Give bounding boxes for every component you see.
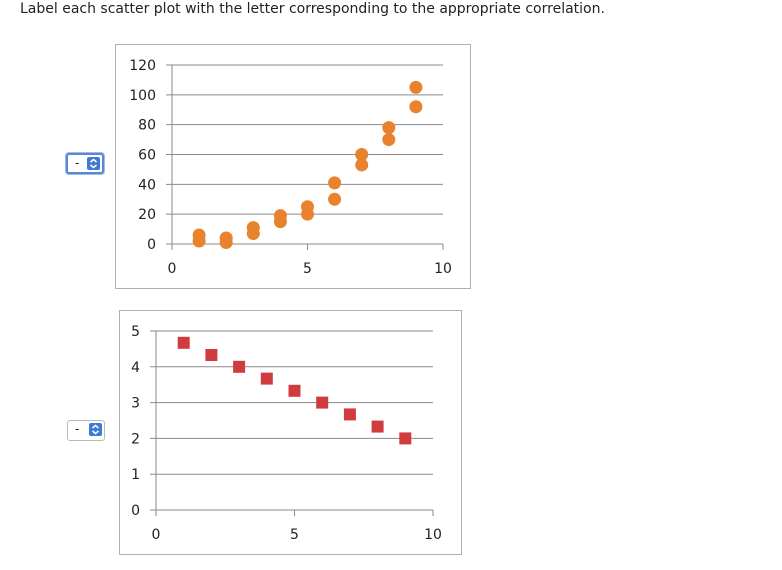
instruction-text: Label each scatter plot with the letter … bbox=[20, 1, 605, 17]
x-tick-label: 10 bbox=[434, 261, 452, 277]
data-point bbox=[328, 192, 342, 206]
y-tick-label: 0 bbox=[131, 503, 140, 519]
y-tick-label: 60 bbox=[138, 148, 156, 164]
x-tick-label: 10 bbox=[424, 527, 442, 543]
select-value: - bbox=[75, 156, 80, 170]
data-point bbox=[355, 158, 369, 172]
y-tick-label: 4 bbox=[131, 360, 140, 376]
data-point bbox=[260, 372, 273, 385]
scatter-plot-2: 0 1 2 3 4 5 0 5 10 bbox=[119, 310, 462, 555]
y-tick-label: 20 bbox=[138, 207, 156, 223]
data-point bbox=[343, 408, 356, 421]
data-point bbox=[246, 221, 260, 235]
data-point bbox=[273, 209, 287, 223]
y-tick-label: 5 bbox=[131, 324, 140, 340]
scatter-plot-1-svg: 0 20 40 60 80 100 120 0 5 10 bbox=[129, 58, 452, 277]
x-tick-label: 0 bbox=[168, 261, 177, 277]
y-tick-label: 40 bbox=[138, 177, 156, 193]
y-tick-label: 3 bbox=[131, 396, 140, 412]
y-tick-label: 120 bbox=[129, 58, 156, 74]
data-point bbox=[382, 133, 396, 147]
data-point bbox=[328, 176, 342, 190]
data-point bbox=[371, 420, 384, 433]
x-tick-label: 5 bbox=[290, 527, 299, 543]
data-point bbox=[192, 228, 206, 242]
up-down-arrows-icon bbox=[89, 423, 102, 436]
data-point bbox=[177, 336, 190, 349]
data-point bbox=[399, 432, 412, 445]
y-tick-label: 100 bbox=[129, 88, 156, 104]
correlation-select-2[interactable]: - bbox=[67, 420, 105, 441]
data-point bbox=[301, 200, 314, 214]
scatter-plot-1: 0 20 40 60 80 100 120 0 5 10 bbox=[115, 44, 471, 289]
data-point bbox=[219, 231, 233, 245]
y-tick-label: 2 bbox=[131, 431, 140, 447]
data-point bbox=[382, 121, 396, 135]
data-point bbox=[409, 80, 423, 94]
data-point bbox=[409, 100, 423, 114]
data-point bbox=[288, 384, 301, 397]
up-down-arrows-icon bbox=[87, 157, 100, 170]
data-point bbox=[205, 348, 218, 361]
data-point bbox=[233, 360, 246, 373]
y-tick-label: 80 bbox=[138, 118, 156, 134]
x-tick-label: 5 bbox=[303, 261, 312, 277]
scatter-plot-2-svg: 0 1 2 3 4 5 0 5 10 bbox=[131, 324, 442, 543]
y-tick-label: 0 bbox=[147, 237, 156, 253]
data-point bbox=[316, 396, 329, 409]
x-tick-label: 0 bbox=[152, 527, 161, 543]
y-tick-label: 1 bbox=[131, 467, 140, 483]
select-value: - bbox=[75, 422, 80, 436]
correlation-select-1[interactable]: - bbox=[66, 153, 104, 174]
data-point bbox=[355, 148, 369, 161]
